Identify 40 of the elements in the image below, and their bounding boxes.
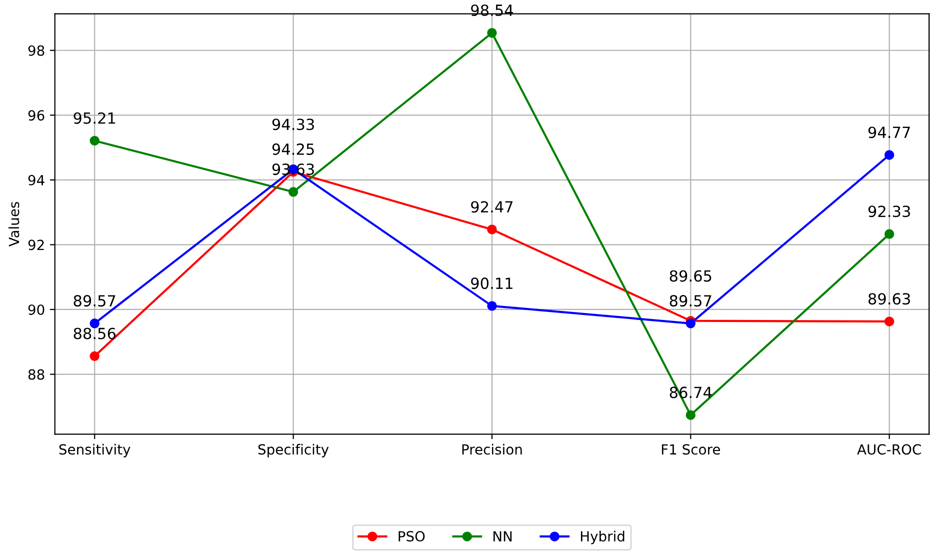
data-label: 89.57 bbox=[74, 295, 116, 307]
y-tick-label: 98 bbox=[28, 45, 44, 56]
x-tick-label: AUC-ROC bbox=[857, 444, 921, 455]
x-tick-label: Specificity bbox=[258, 444, 329, 458]
data-label: 98.54 bbox=[471, 4, 513, 16]
point bbox=[884, 316, 894, 326]
y-tick-label: 90 bbox=[28, 304, 44, 315]
legend-label: Hybrid bbox=[580, 530, 624, 544]
data-label: 94.25 bbox=[272, 143, 314, 155]
legend-label: PSO bbox=[398, 531, 425, 542]
point bbox=[487, 28, 497, 38]
point bbox=[487, 224, 497, 234]
data-label: 90.11 bbox=[471, 278, 512, 290]
y-tick-label: 94 bbox=[28, 174, 44, 186]
y-tick-label: 88 bbox=[28, 369, 44, 380]
x-tick-label: Precision bbox=[462, 444, 522, 455]
data-label: 89.57 bbox=[670, 295, 712, 307]
x-tick-label: Sensitivity bbox=[59, 444, 130, 458]
y-tick-label: 96 bbox=[28, 110, 44, 121]
point bbox=[288, 187, 298, 197]
point bbox=[487, 301, 497, 311]
data-label: 89.63 bbox=[868, 293, 910, 305]
data-label: 89.65 bbox=[670, 270, 712, 282]
point bbox=[90, 351, 100, 361]
point bbox=[90, 136, 100, 146]
y-axis-title: Values bbox=[8, 202, 20, 247]
data-label: 95.21 bbox=[74, 112, 116, 124]
data-label: 92.33 bbox=[868, 206, 910, 218]
point bbox=[90, 318, 100, 328]
data-label: 94.77 bbox=[868, 126, 910, 138]
x-tick-label: F1 Score bbox=[662, 444, 720, 455]
point bbox=[686, 318, 696, 328]
data-label: 92.47 bbox=[471, 201, 513, 213]
point bbox=[884, 150, 894, 160]
data-label: 88.56 bbox=[74, 328, 116, 340]
point bbox=[884, 229, 894, 239]
y-tick-label: 92 bbox=[28, 240, 44, 250]
data-label: 94.33 bbox=[272, 118, 314, 130]
point bbox=[686, 410, 696, 420]
legend-label: NN bbox=[494, 531, 512, 542]
